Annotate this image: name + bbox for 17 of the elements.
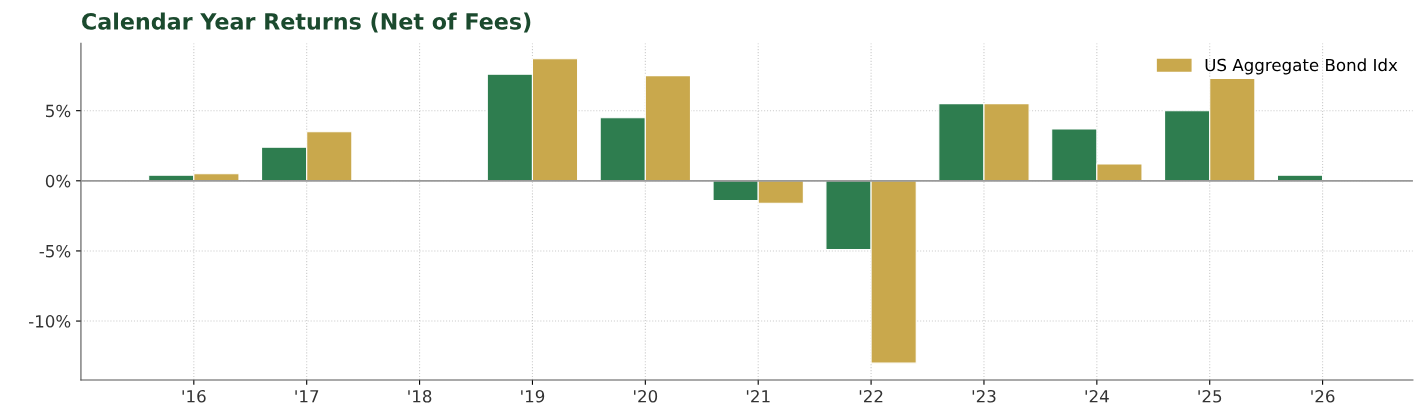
y-tick-label: -10% [28,315,71,328]
y-tick-label: -5% [39,244,71,258]
y-tick-label: 5% [46,104,71,118]
x-tick-label: '22 [859,389,883,403]
legend-label: US Aggregate Bond Idx [1205,58,1398,75]
x-tick-label: '17 [295,390,319,403]
x-tick-label: '26 [1311,389,1335,403]
x-tick-label: '16 [182,389,206,403]
x-tick-label: '24 [1085,389,1109,403]
chart-title: Calendar Year Returns (Net of Fees) [82,12,531,33]
x-tick-label: '19 [521,389,545,403]
x-tick-label: '21 [746,389,770,403]
x-tick-label: '23 [972,389,996,403]
y-tick-label: 0% [45,174,71,188]
x-tick-label: '20 [634,389,658,403]
x-tick-label: '18 [408,389,432,403]
x-tick-label: '25 [1198,389,1222,403]
